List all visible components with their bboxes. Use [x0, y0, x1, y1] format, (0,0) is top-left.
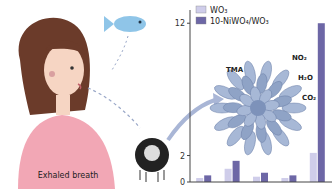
- bar: [310, 153, 317, 182]
- bar: [225, 169, 232, 182]
- graphic: Exhaled breath 0 2 12 TMA NO₂ H₂O CO₂ WO₃ 10-NiWO…: [0, 0, 334, 189]
- bar: [281, 178, 288, 182]
- y-tick: [187, 23, 190, 24]
- y-tick-label: 0: [180, 178, 185, 187]
- x-axis: [190, 182, 332, 183]
- sensor-pin: [139, 170, 141, 180]
- sensor-pin: [163, 170, 165, 180]
- bar: [196, 178, 203, 182]
- bar: [204, 175, 211, 182]
- fish-tail: [104, 16, 114, 32]
- eye: [70, 66, 74, 70]
- legend-swatch: [196, 6, 206, 13]
- breath-flow: [88, 88, 140, 128]
- fringe: [45, 40, 86, 55]
- fish-odor: [112, 36, 128, 70]
- legend-label: 10-NiWO₄/WO₃: [210, 17, 269, 26]
- bar: [253, 177, 260, 182]
- flower-core: [250, 100, 266, 116]
- sensor-pin: [145, 172, 147, 182]
- bar: [233, 161, 240, 182]
- sensor-pin: [157, 172, 159, 182]
- neck: [56, 95, 70, 115]
- gas-label: H₂O: [298, 74, 313, 82]
- hair: [19, 18, 90, 115]
- caption: Exhaled breath: [38, 171, 99, 180]
- sensor-chip: [144, 145, 160, 161]
- legend-swatch: [196, 17, 206, 24]
- nanoflower: [210, 60, 306, 156]
- illustration: [18, 16, 224, 189]
- face: [44, 44, 84, 96]
- fish: [114, 16, 146, 32]
- gas-label: NO₂: [292, 54, 307, 62]
- y-tick-label: 2: [180, 152, 185, 161]
- mouth: [78, 84, 81, 89]
- gas-label: TMA: [226, 66, 244, 74]
- bar: [318, 23, 325, 182]
- bar: [289, 175, 296, 182]
- bar: [261, 173, 268, 182]
- sensor: [135, 138, 169, 172]
- legend: WO₃ 10-NiWO₄/WO₃: [196, 6, 269, 26]
- arrow: [168, 100, 215, 140]
- legend-label: WO₃: [210, 6, 227, 15]
- bars: [196, 23, 325, 182]
- y-axis: [190, 10, 191, 182]
- y-tick-label: 12: [175, 19, 185, 28]
- fish-eye: [139, 21, 142, 24]
- ear: [49, 71, 55, 77]
- gas-label: CO₂: [302, 94, 316, 102]
- y-tick: [187, 182, 190, 183]
- y-tick: [187, 155, 190, 156]
- shirt: [18, 115, 115, 189]
